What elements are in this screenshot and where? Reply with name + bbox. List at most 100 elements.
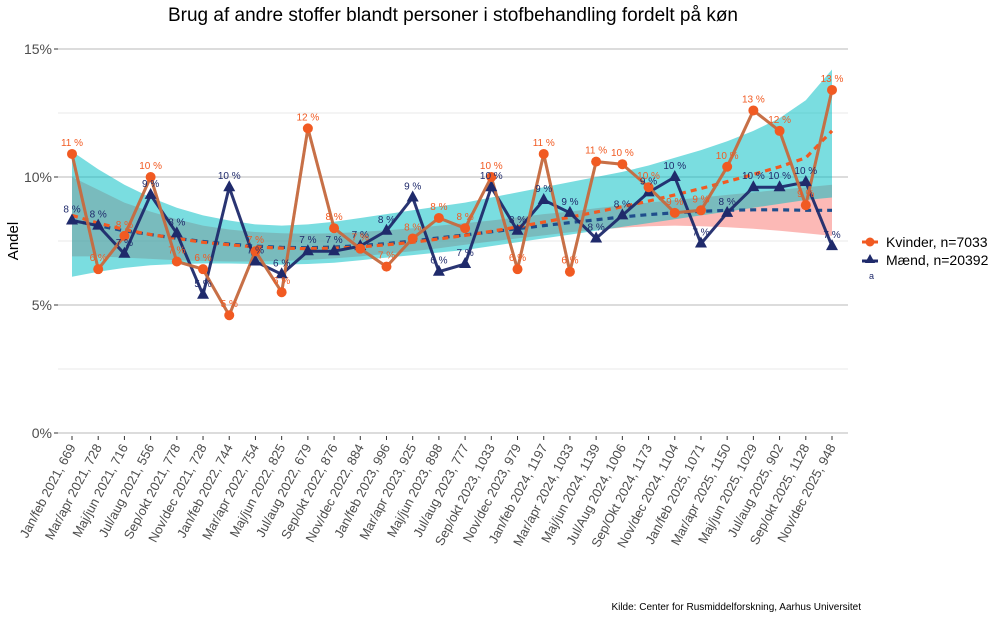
data-point-kvinder [93,264,104,275]
data-point-maend [694,236,707,248]
data-label-maend: 10 % [480,171,503,182]
data-label-maend: 9 % [561,197,578,208]
data-label-kvinder: 8 % [116,220,133,231]
data-point-maend [223,180,236,192]
data-point-kvinder [643,182,654,193]
data-label-kvinder: 10 % [637,171,660,182]
data-point-kvinder [774,125,785,136]
legend-triangle-icon [862,254,878,263]
data-label-maend: 8 % [90,210,107,221]
data-point-maend [747,180,760,192]
data-point-kvinder [407,233,418,244]
data-label-maend: 6 % [430,256,447,267]
data-point-kvinder [460,223,471,234]
data-point-maend [563,205,576,217]
data-point-maend [328,244,341,256]
legend-item-maend[interactable]: Mænd, n=20392 [860,251,988,269]
data-label-maend: 5 % [194,279,211,290]
data-label-kvinder: 10 % [716,151,739,162]
data-label-kvinder: 10 % [139,161,162,172]
data-label-maend: 7 % [247,245,264,256]
data-point-kvinder [224,310,235,321]
legend-note: a [869,271,875,281]
data-label-kvinder: 7 % [168,245,185,256]
data-point-kvinder [695,205,706,216]
source-caption: Kilde: Center for Rusmiddelforskning, Aa… [611,602,861,613]
data-label-maend: 10 % [218,171,241,182]
series-line-maend [71,175,834,297]
data-label-kvinder: 11 % [61,138,83,149]
data-label-maend: 8 % [614,199,631,210]
chart-title: Brug af andre stoffer blandt personer i … [167,5,738,26]
data-label-maend: 8 % [588,222,605,233]
trend-lines [71,129,834,251]
data-point-kvinder [67,148,77,159]
data-point-maend [432,264,445,276]
data-point-kvinder [433,212,444,223]
data-label-maend: 10 % [742,171,765,182]
data-label-kvinder: 7 % [352,233,369,244]
data-label-maend: 7 % [325,235,342,246]
data-point-kvinder [302,123,313,134]
y-tick-label: 5% [32,297,52,313]
data-point-maend [511,223,524,235]
data-label-kvinder: 7 % [378,251,395,262]
legend-label-kvinder: Kvinder, n=7033 [886,234,988,250]
data-label-kvinder: 11 % [533,138,555,149]
data-label-kvinder: 13 % [821,74,844,85]
data-point-kvinder [827,84,837,95]
data-label-kvinder: 5 % [221,299,238,310]
data-label-kvinder: 6 % [273,276,290,287]
data-label-maend: 7 % [456,248,473,259]
data-label-maend: 7 % [352,230,369,241]
data-point-kvinder [564,266,575,277]
data-labels: 8 % 8 % 7 % 9 % 8 % 5 % 10 % 7 % 6 % 7 % 7 % 7 % 8 %… [61,74,844,310]
y-tick-label: 0% [32,425,52,441]
data-point-maend [773,180,786,192]
data-point-kvinder [355,243,366,254]
data-point-maend [459,257,472,269]
data-point-maend [799,175,812,187]
legend-item-kvinder[interactable]: Kvinder, n=7033 [860,233,988,251]
data-label-maend: 10 % [794,166,817,177]
data-point-maend [537,193,550,205]
data-point-maend [66,213,78,225]
legend-label-maend: Mænd, n=20392 [886,252,989,268]
data-point-maend [485,180,498,192]
data-label-kvinder: 12 % [768,115,791,126]
data-point-kvinder [486,172,497,182]
data-point-maend [301,244,314,256]
data-point-kvinder [198,264,209,275]
data-point-maend [144,187,157,199]
data-point-maend [275,267,288,279]
data-point-maend [170,226,183,238]
data-label-kvinder: 6 % [561,256,578,267]
legend: Kvinder, n=7033 Mænd, n=20392 a [860,233,988,281]
data-label-kvinder: 6 % [90,253,107,264]
data-label-kvinder: 6 % [194,253,211,264]
data-point-maend [826,239,838,251]
data-label-kvinder: 9 % [797,189,814,200]
data-label-kvinder: 8 % [456,212,473,223]
data-label-kvinder: 13 % [742,94,765,105]
data-label-kvinder: 12 % [296,112,319,123]
data-label-maend: 8 % [509,215,526,226]
data-point-maend [380,223,393,235]
data-label-kvinder: 11 % [585,146,607,157]
data-point-kvinder [617,159,628,170]
data-point-kvinder [722,161,733,172]
data-point-maend [197,287,210,299]
data-label-kvinder: 9 % [692,194,709,205]
data-label-maend: 8 % [719,197,736,208]
data-point-kvinder [250,246,261,257]
data-label-maend: 6 % [273,258,290,269]
data-point-kvinder [171,256,182,267]
data-label-maend: 7 % [116,238,133,249]
data-point-kvinder [591,156,602,167]
data-label-maend: 9 % [535,184,552,195]
data-point-maend [406,190,419,202]
y-axis-title: Andel [5,222,22,260]
data-label-kvinder: 8 % [325,212,342,223]
